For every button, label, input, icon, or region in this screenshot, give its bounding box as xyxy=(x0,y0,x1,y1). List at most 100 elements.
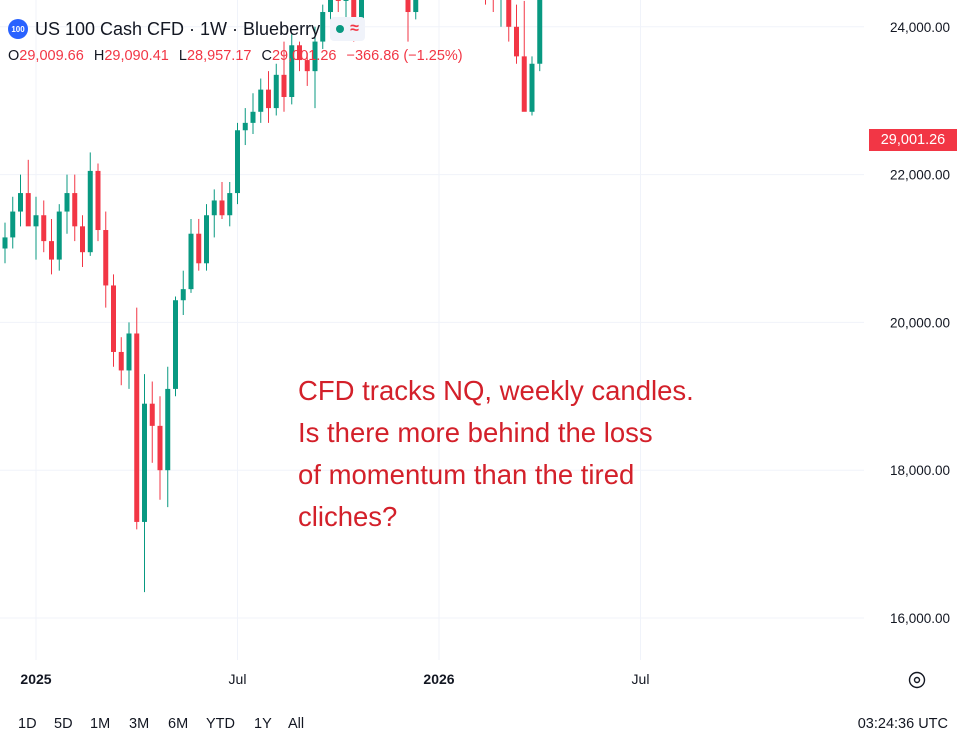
candle xyxy=(180,270,186,316)
candle xyxy=(250,93,256,134)
high-label: H xyxy=(93,48,105,64)
candle xyxy=(529,56,535,116)
range-1m-button[interactable]: 1M xyxy=(90,716,111,732)
candle-body xyxy=(49,241,54,260)
close-value: 29,001.26 xyxy=(271,48,337,64)
candle-body xyxy=(180,289,186,301)
symbol-icon[interactable]: 100 xyxy=(8,19,28,39)
candle xyxy=(219,181,225,219)
candle xyxy=(126,322,132,389)
candle xyxy=(312,26,318,109)
change-value: −366.86 (−1.25%) xyxy=(346,48,463,64)
candle-body xyxy=(80,226,85,253)
candle xyxy=(227,181,233,227)
x-axis: 2025 Jul 2026 Jul xyxy=(20,671,649,687)
candle-body xyxy=(359,0,364,31)
candle-body xyxy=(405,0,411,13)
candle-body xyxy=(266,89,271,109)
candle-body xyxy=(142,403,147,522)
range-1y-button[interactable]: 1Y xyxy=(254,716,272,732)
candle xyxy=(111,274,116,367)
candle-body xyxy=(219,200,225,216)
range-all-button[interactable]: All xyxy=(288,716,305,732)
candle-body xyxy=(95,170,101,231)
last-price-label: 29,001.26 xyxy=(869,129,957,151)
candle-body xyxy=(149,403,155,426)
chart-grid xyxy=(0,0,864,660)
candle xyxy=(25,159,31,227)
candle xyxy=(41,200,47,253)
candle xyxy=(56,204,62,271)
candle xyxy=(335,0,341,13)
candle xyxy=(492,0,494,13)
candle xyxy=(273,63,279,116)
candle xyxy=(500,0,502,27)
bottom-toolbar: 1D 5D 1M 3M 6M YTD 1Y All 03:24:36 UTC xyxy=(0,708,960,741)
status-pill[interactable]: ≈ xyxy=(330,17,365,41)
candle xyxy=(405,0,411,42)
candle xyxy=(149,381,155,463)
candle xyxy=(10,196,16,249)
range-1d-button[interactable]: 1D xyxy=(18,716,37,732)
annotation-text: CFD tracks NQ, weekly candles. Is there … xyxy=(298,375,694,532)
candle-body xyxy=(413,0,419,13)
live-dot-icon xyxy=(336,25,345,33)
candle-body xyxy=(10,211,16,238)
settings-gear-icon[interactable] xyxy=(906,669,928,691)
candle xyxy=(514,4,519,64)
y-tick-label: 16,000.00 xyxy=(890,611,950,626)
candle xyxy=(266,71,271,123)
range-5d-button[interactable]: 5D xyxy=(54,716,73,732)
chart-title[interactable]: US 100 Cash CFD · 1W · Blueberry xyxy=(35,18,321,39)
candle xyxy=(188,218,194,293)
range-3m-button[interactable]: 3M xyxy=(129,716,150,732)
candle xyxy=(537,0,543,72)
range-ytd-button[interactable]: YTD xyxy=(206,716,235,732)
utc-clock[interactable]: 03:24:36 UTC xyxy=(857,716,948,732)
candle-body xyxy=(126,333,132,371)
open-value: 29,009.66 xyxy=(19,48,84,64)
candle-body xyxy=(242,122,248,131)
candle-body xyxy=(258,89,264,112)
candle-body xyxy=(165,388,171,471)
candle-body xyxy=(273,74,279,109)
candle-body xyxy=(18,193,23,212)
candle xyxy=(297,41,302,72)
candle xyxy=(142,374,147,593)
candle-body xyxy=(529,63,535,112)
candle xyxy=(289,34,295,105)
candle xyxy=(49,218,54,275)
candle xyxy=(87,152,93,256)
candle-body xyxy=(289,45,295,98)
candle xyxy=(165,366,171,508)
candle xyxy=(506,0,512,42)
candle-body xyxy=(537,0,543,64)
range-6m-button[interactable]: 6M xyxy=(168,716,189,732)
candle-body xyxy=(111,285,116,352)
candle-body xyxy=(281,74,287,98)
high-value: 29,090.41 xyxy=(104,48,169,64)
candle-body xyxy=(204,215,209,264)
candle-body xyxy=(173,300,178,389)
low-value: 28,957.17 xyxy=(186,48,252,64)
candle xyxy=(196,218,202,271)
candle-body xyxy=(304,60,310,72)
open-label: O xyxy=(8,48,20,64)
candle xyxy=(173,296,178,397)
candle xyxy=(204,204,209,271)
candle-body xyxy=(134,333,140,522)
candle xyxy=(80,215,85,267)
candle-body xyxy=(87,170,93,253)
ohlc-legend: O29,009.66 H29,090.41 L28,957.17 C29,001… xyxy=(8,48,469,64)
candle xyxy=(281,41,287,112)
candle xyxy=(521,0,527,112)
candle-body xyxy=(56,211,62,260)
candle-body xyxy=(521,56,527,112)
candle xyxy=(95,163,101,242)
y-tick-label: 20,000.00 xyxy=(890,315,950,330)
candle xyxy=(64,174,70,234)
candle xyxy=(235,122,240,205)
candle-body xyxy=(33,215,39,227)
candle-body xyxy=(343,0,349,1)
